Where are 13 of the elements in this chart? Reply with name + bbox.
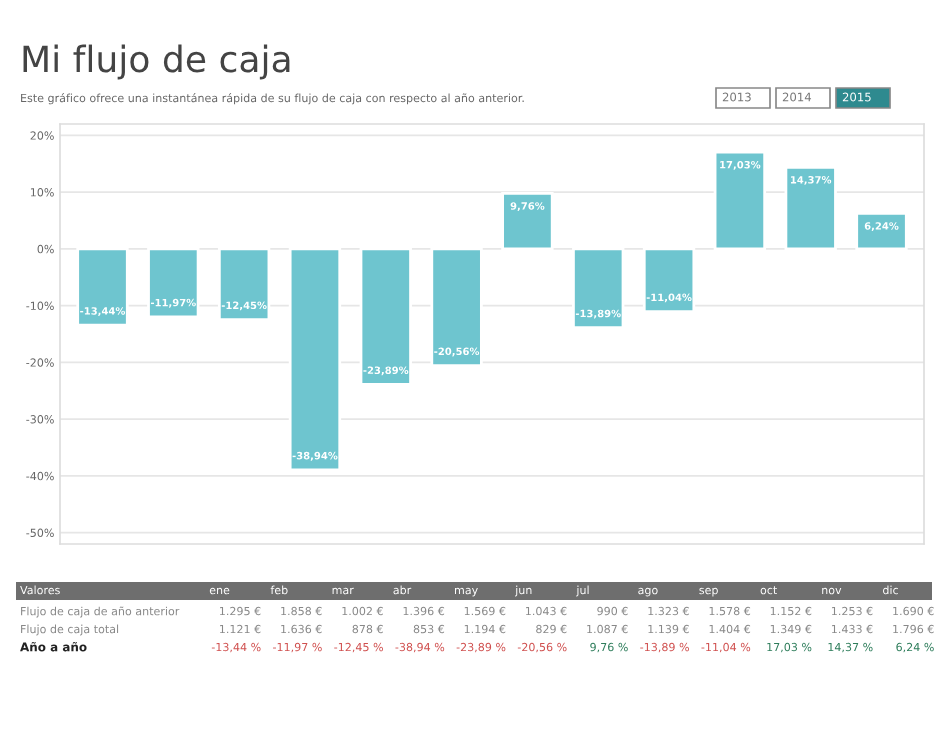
bar	[288, 247, 342, 472]
bar	[642, 247, 696, 313]
bar	[430, 247, 483, 367]
bar	[501, 192, 554, 251]
bar	[217, 247, 271, 321]
chart-title: Mi flujo de caja	[23, 44, 290, 80]
bar	[713, 150, 767, 251]
bar	[147, 247, 200, 319]
bar	[572, 247, 625, 330]
bar	[359, 247, 412, 386]
bar	[855, 212, 908, 251]
bar	[784, 165, 837, 251]
bar	[76, 247, 129, 327]
